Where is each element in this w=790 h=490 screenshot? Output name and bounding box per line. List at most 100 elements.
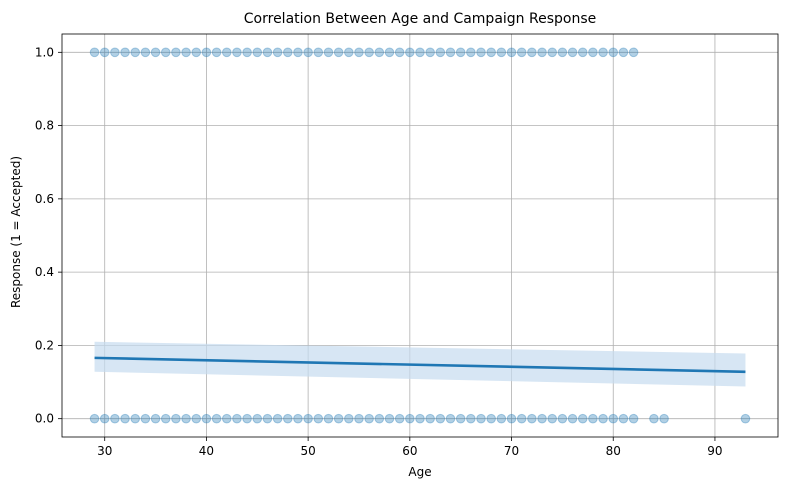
data-point-accepted	[547, 47, 558, 58]
chart-title: Correlation Between Age and Campaign Res…	[244, 11, 596, 27]
data-point-accepted	[486, 47, 496, 58]
data-point-not-accepted	[130, 413, 141, 424]
data-point-not-accepted	[232, 413, 242, 424]
data-point-accepted	[445, 47, 456, 58]
data-point-not-accepted	[516, 413, 527, 424]
data-point-not-accepted	[99, 413, 110, 424]
data-point-not-accepted	[221, 413, 232, 424]
data-point-not-accepted	[140, 413, 151, 424]
data-point-not-accepted	[394, 413, 405, 424]
y-axis-title: Response (1 = Accepted)	[9, 156, 23, 308]
data-point-accepted	[191, 47, 202, 58]
data-point-not-accepted	[405, 413, 415, 424]
data-point-accepted	[354, 47, 364, 58]
data-point-not-accepted	[150, 413, 161, 424]
data-point-accepted	[313, 47, 324, 58]
data-point-accepted	[455, 47, 466, 58]
x-tick-label: 50	[300, 444, 315, 458]
data-point-accepted	[567, 47, 578, 58]
data-point-accepted	[303, 47, 313, 58]
data-point-accepted	[242, 47, 252, 58]
data-point-accepted	[344, 47, 354, 58]
data-point-accepted	[333, 47, 344, 58]
data-point-not-accepted	[455, 413, 466, 424]
data-point-accepted	[282, 47, 293, 58]
data-point-not-accepted	[201, 413, 212, 424]
data-point-not-accepted	[496, 413, 507, 424]
data-point-not-accepted	[567, 413, 578, 424]
data-point-accepted	[496, 47, 507, 58]
data-point-accepted	[476, 47, 486, 58]
x-tick-label: 60	[402, 444, 417, 458]
data-point-not-accepted	[476, 413, 486, 424]
data-point-accepted	[516, 47, 527, 58]
data-point-not-accepted	[618, 413, 629, 424]
y-axis-ticks: 0.0 0.2 0.4 0.6 0.8 1.0	[35, 45, 62, 426]
data-point-not-accepted	[89, 413, 100, 424]
data-point-accepted	[506, 47, 517, 58]
data-point-accepted	[394, 47, 405, 58]
data-point-accepted	[557, 47, 568, 58]
data-point-not-accepted	[577, 413, 588, 424]
data-point-accepted	[120, 47, 130, 58]
data-point-accepted	[598, 47, 608, 58]
data-point-accepted	[618, 47, 629, 58]
x-tick-label: 80	[606, 444, 621, 458]
data-point-accepted	[364, 47, 374, 58]
data-point-not-accepted	[293, 413, 303, 424]
plot-area-frame	[61, 33, 779, 438]
data-point-accepted	[405, 47, 415, 58]
data-point-accepted	[232, 47, 242, 58]
data-point-accepted	[181, 47, 191, 58]
x-tick-label: 90	[707, 444, 722, 458]
data-point-accepted	[466, 47, 476, 58]
y-tick-label: 0.4	[35, 265, 54, 279]
data-point-accepted	[323, 47, 334, 58]
data-point-accepted	[608, 47, 619, 58]
data-point-accepted	[537, 47, 547, 58]
y-tick-label: 0.8	[35, 119, 54, 133]
data-point-accepted	[374, 47, 385, 58]
data-point-accepted	[130, 47, 141, 58]
data-points	[89, 47, 751, 424]
data-point-accepted	[201, 47, 212, 58]
data-point-not-accepted	[344, 413, 354, 424]
grid-lines	[62, 34, 778, 437]
data-point-not-accepted	[415, 413, 425, 424]
data-point-accepted	[425, 47, 435, 58]
data-point-not-accepted	[486, 413, 496, 424]
data-point-not-accepted	[598, 413, 608, 424]
data-point-not-accepted	[110, 413, 120, 424]
data-point-not-accepted	[252, 413, 263, 424]
data-point-accepted	[628, 47, 639, 58]
data-point-accepted	[110, 47, 120, 58]
data-point-accepted	[252, 47, 263, 58]
data-point-accepted	[415, 47, 425, 58]
y-tick-label: 0.0	[35, 412, 54, 426]
y-tick-label: 0.6	[35, 192, 54, 206]
data-point-not-accepted	[506, 413, 517, 424]
y-tick-label: 0.2	[35, 338, 54, 352]
data-point-not-accepted	[120, 413, 130, 424]
regression-fit-line	[94, 356, 746, 374]
data-point-not-accepted	[384, 413, 395, 424]
data-point-accepted	[89, 47, 100, 58]
data-point-accepted	[140, 47, 151, 58]
data-point-not-accepted	[425, 413, 435, 424]
data-point-accepted	[171, 47, 181, 58]
x-tick-label: 70	[504, 444, 519, 458]
x-tick-label: 40	[199, 444, 214, 458]
y-tick-label: 1.0	[35, 45, 54, 59]
data-point-not-accepted	[181, 413, 191, 424]
data-point-not-accepted	[527, 413, 537, 424]
data-point-not-accepted	[435, 413, 446, 424]
data-point-not-accepted	[740, 413, 751, 424]
data-point-accepted	[293, 47, 303, 58]
data-point-accepted	[527, 47, 537, 58]
data-point-not-accepted	[649, 413, 659, 424]
data-point-not-accepted	[323, 413, 334, 424]
data-point-not-accepted	[171, 413, 181, 424]
data-point-not-accepted	[374, 413, 385, 424]
data-point-not-accepted	[537, 413, 547, 424]
